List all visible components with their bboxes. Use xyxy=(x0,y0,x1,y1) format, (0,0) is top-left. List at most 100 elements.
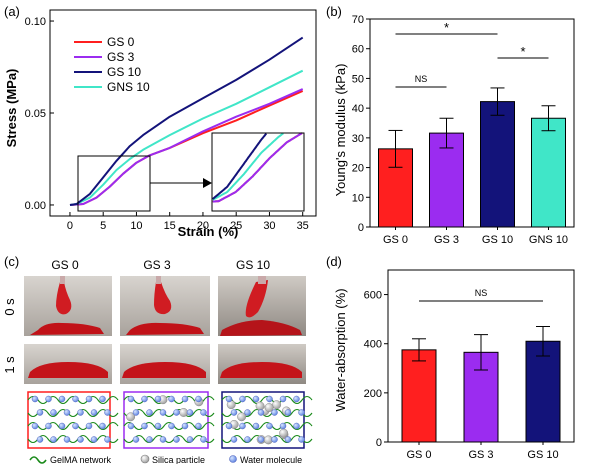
water-molecule xyxy=(266,422,273,430)
water-molecule xyxy=(77,436,84,443)
water-molecule xyxy=(181,395,189,403)
water-molecule xyxy=(298,409,305,416)
water-molecule xyxy=(154,422,162,430)
y-tick-label: 0.00 xyxy=(25,200,46,212)
water-molecule xyxy=(266,395,273,403)
schematic-gs-0 xyxy=(27,391,119,449)
panel-d-water-absorption: (d) Water-absorption (%) 0 200 400 600 GS 0 G… xyxy=(326,254,575,461)
series-line-gs-3 xyxy=(69,88,304,206)
y-tick-label: 200 xyxy=(364,388,382,400)
water-molecule xyxy=(225,395,233,403)
water-molecule xyxy=(195,395,202,403)
water-molecule xyxy=(230,436,238,443)
silica-particle xyxy=(126,412,136,422)
panel-b-ylabel: Young's modulus (kPa) xyxy=(333,64,348,197)
water-molecule xyxy=(257,409,265,416)
gelma-strand xyxy=(27,421,119,431)
y-tick-label: 0.05 xyxy=(25,108,46,120)
inset-line-gns-10 xyxy=(212,132,284,201)
significance-label: NS xyxy=(475,288,488,298)
panel-a-xlabel: Strain (%) xyxy=(178,224,239,239)
legend-water: Water molecule xyxy=(240,455,302,464)
water-molecule xyxy=(36,409,44,416)
water-molecule xyxy=(77,409,84,416)
significance-label: * xyxy=(520,44,525,59)
gelma-strand xyxy=(123,408,215,418)
y-tick-label: 400 xyxy=(364,339,382,351)
zoom-inset xyxy=(212,132,303,203)
water-molecule xyxy=(168,422,175,430)
panel-a-plot-frame xyxy=(49,9,317,217)
water-molecule xyxy=(186,436,194,443)
x-tick-label: 35 xyxy=(297,220,309,232)
water-molecule xyxy=(36,436,44,443)
water-molecule xyxy=(271,409,278,416)
x-tick-label: GS 0 xyxy=(383,234,408,246)
gelma-strand xyxy=(221,395,313,405)
silica-particle-icon xyxy=(140,454,150,464)
water-molecule xyxy=(293,395,300,403)
legend-gelma: GelMA network xyxy=(50,455,112,464)
water-molecule xyxy=(58,422,66,430)
water-molecule xyxy=(99,395,106,403)
water-molecule xyxy=(90,409,98,416)
y-tick-label: 0 xyxy=(376,437,382,449)
water-molecule xyxy=(63,409,71,416)
panel-d-ylabel: Water-absorption (%) xyxy=(333,288,348,411)
x-tick-label: GNS 10 xyxy=(529,234,568,246)
photo-gs10-1s xyxy=(218,344,306,384)
panel-b-youngs-modulus: (b) Young's modulus (kPa) 0 10 20 30 40 50 60 7… xyxy=(326,4,575,246)
water-molecule xyxy=(85,422,93,430)
schematic-gs-3 xyxy=(123,391,215,449)
y-tick-label: 70 xyxy=(352,14,364,26)
silica-particle xyxy=(179,408,189,417)
y-tick-label: 10 xyxy=(352,192,364,204)
x-tick-label: 25 xyxy=(230,220,242,232)
water-molecule xyxy=(252,395,260,403)
water-molecule xyxy=(127,422,135,430)
water-molecule xyxy=(159,436,167,443)
zoom-inset-box xyxy=(211,132,305,212)
water-molecule xyxy=(239,422,246,430)
panel-d-plot-frame xyxy=(387,269,575,443)
gelma-strand xyxy=(123,421,215,431)
water-molecule xyxy=(284,436,292,443)
x-tick-label: GS 10 xyxy=(527,449,558,461)
x-tick-label: 5 xyxy=(100,220,106,232)
panel-b-plot-frame xyxy=(369,18,575,228)
water-molecule xyxy=(99,422,106,430)
water-molecule xyxy=(104,409,111,416)
water-molecule xyxy=(154,395,162,403)
x-tick-label: 30 xyxy=(263,220,275,232)
water-molecule xyxy=(168,395,175,403)
panel-a-ylabel: Stress (MPa) xyxy=(4,69,19,148)
photo-gs0-1s xyxy=(24,344,112,384)
water-molecule xyxy=(279,422,287,430)
water-molecule xyxy=(181,422,189,430)
row-label-0s: 0 s xyxy=(2,298,17,316)
legend-silica: Silica particle xyxy=(152,455,205,464)
photo-gs10-0s xyxy=(218,276,306,336)
x-tick-label: GS 3 xyxy=(434,234,459,246)
panel-c-label: (c) xyxy=(4,254,19,269)
water-molecule xyxy=(284,409,292,416)
water-molecule xyxy=(31,422,39,430)
significance-label: NS xyxy=(415,74,428,84)
x-tick-label: 15 xyxy=(164,220,176,232)
x-tick-label: 20 xyxy=(197,220,209,232)
legend-label-gns-10: GNS 10 xyxy=(107,80,150,94)
y-tick-label: 20 xyxy=(352,163,364,175)
water-molecule xyxy=(173,409,180,416)
water-molecule xyxy=(271,436,278,443)
inset-line-gs-10 xyxy=(212,132,268,200)
gelma-strand xyxy=(27,434,119,444)
water-molecule xyxy=(279,395,287,403)
col-label-gs0: GS 0 xyxy=(51,258,79,272)
panel-a-stress-strain: (a) Stress (MPa) Strain (%) 0 5 10 15 20 25 30… xyxy=(4,4,317,239)
water-molecule xyxy=(141,422,148,430)
water-molecule xyxy=(244,436,251,443)
y-tick-label: 0.10 xyxy=(25,16,46,28)
water-molecule xyxy=(31,395,39,403)
legend-label-gs-3: GS 3 xyxy=(107,50,135,64)
